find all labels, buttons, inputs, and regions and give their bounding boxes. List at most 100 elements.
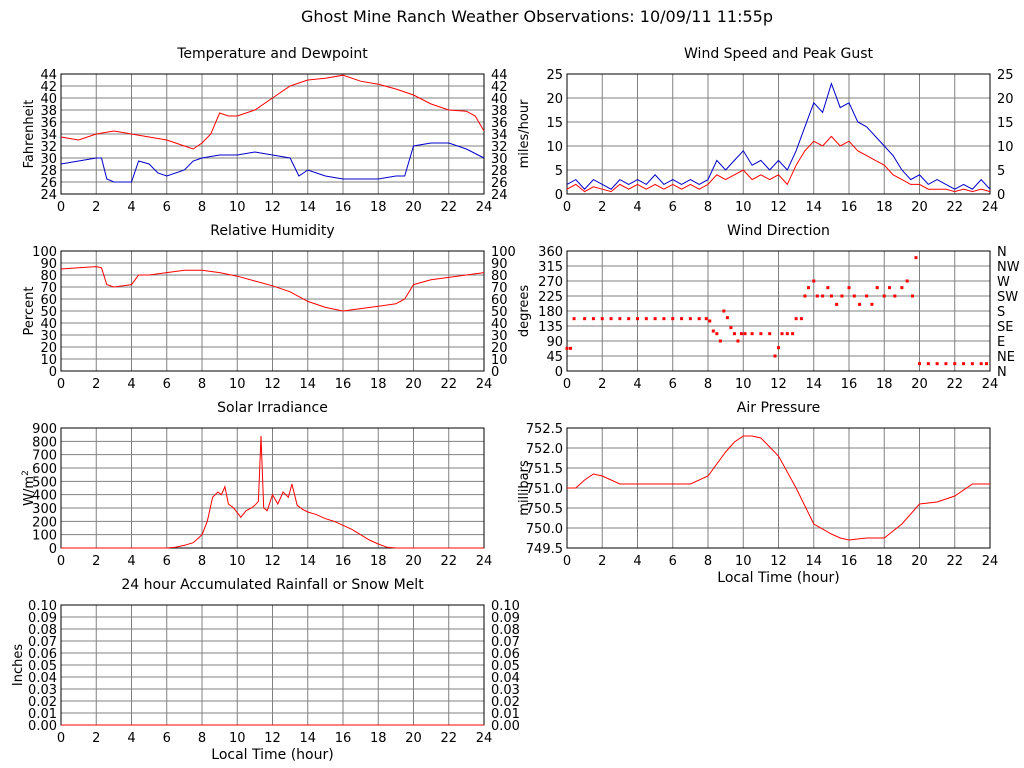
rain-xtick-label: 10 [229, 731, 246, 746]
winddir-point [777, 346, 780, 350]
rain-xtick-label: 18 [370, 731, 387, 746]
wind-xtick-label: 16 [841, 200, 858, 215]
winddir-ytick-label: 0 [555, 365, 563, 380]
winddir-ytick-label: 315 [538, 260, 563, 275]
rh-xtick-label: 24 [476, 377, 493, 392]
temp-right-tick-label: 40 [491, 92, 508, 107]
winddir-xtick-label: 12 [770, 377, 787, 392]
winddir-point [806, 286, 810, 290]
temp-right-tick-label: 26 [491, 176, 508, 191]
winddir-xtick-label: 8 [704, 377, 712, 392]
winddir-right-tick-label: E [997, 335, 1005, 350]
rh-ytick-label: 50 [40, 305, 57, 320]
pressure-xtick-label: 12 [770, 554, 787, 569]
wind-right-tick-label: 0 [997, 188, 1005, 203]
winddir-xtick-label: 22 [946, 377, 963, 392]
pressure-xtick-label: 0 [563, 554, 571, 569]
rain-xtick-label: 4 [127, 731, 135, 746]
pressure-xtick-label: 16 [841, 554, 858, 569]
winddir-point [835, 302, 839, 306]
winddir-point [953, 362, 957, 366]
pressure-series-0 [567, 435, 990, 541]
solar-ytick-label: 0 [49, 542, 57, 557]
pressure-ytick-label: 752.5 [526, 422, 563, 437]
winddir-xtick-label: 4 [633, 377, 641, 392]
rain-ytick-label: 0.01 [28, 707, 57, 722]
winddir-point [847, 286, 851, 290]
winddir-point [680, 317, 684, 321]
winddir-point [715, 332, 719, 336]
pressure-ytick-label: 752.0 [526, 442, 563, 457]
winddir-point [725, 316, 729, 320]
wind-xtick-label: 6 [669, 200, 677, 215]
rain-xtick-label: 0 [57, 731, 65, 746]
winddir-point [799, 317, 803, 321]
winddir-ytick-label: 270 [538, 275, 563, 290]
rain-ytick-label: 0.09 [28, 611, 57, 626]
pressure-ytick-label: 751.0 [526, 482, 563, 497]
pressure-xtick-label: 8 [704, 554, 712, 569]
rh-frame [60, 250, 485, 372]
wind-xtick-label: 24 [982, 200, 999, 215]
solar-xtick-label: 8 [198, 554, 206, 569]
rain-xtick-label: 12 [264, 731, 281, 746]
solar-xtick-label: 22 [440, 554, 457, 569]
temp-right-tick-label: 36 [491, 116, 508, 131]
solar-ylabel: W/m2 [21, 470, 37, 506]
winddir-right-tick-label: N [997, 245, 1007, 260]
winddir-point [858, 302, 862, 306]
winddir-right-tick-label: SW [997, 290, 1018, 305]
rain-title: 24 hour Accumulated Rainfall or Snow Mel… [121, 577, 424, 593]
winddir-xtick-label: 6 [669, 377, 677, 392]
winddir-point [962, 362, 966, 366]
wind-right-tick-label: 5 [997, 164, 1005, 179]
rain-xtick-label: 20 [405, 731, 422, 746]
rh-right-tick-label: 100 [491, 245, 516, 260]
rain-right-tick-label: 0.05 [491, 659, 520, 674]
temp-ytick-label: 24 [40, 188, 57, 203]
pressure-ytick-label: 750.5 [526, 502, 563, 517]
temp-xtick-label: 16 [335, 200, 352, 215]
solar-xtick-label: 12 [264, 554, 281, 569]
rain-right-tick-label: 0.00 [491, 719, 520, 734]
rain-xlabel: Local Time (hour) [211, 747, 333, 763]
temp-xtick-label: 0 [57, 200, 65, 215]
wind-ytick-label: 5 [555, 164, 563, 179]
pressure-xtick-label: 22 [946, 554, 963, 569]
wind-series-1 [566, 135, 991, 193]
winddir-point [935, 362, 939, 366]
rh-xtick-label: 22 [440, 377, 457, 392]
winddir-point [870, 302, 874, 306]
wind-xtick-label: 0 [563, 200, 571, 215]
wind-xtick-label: 4 [633, 200, 641, 215]
temp-right-tick-label: 34 [491, 128, 508, 143]
winddir-point [572, 317, 576, 321]
winddir-point [662, 317, 666, 321]
rh-xtick-label: 18 [370, 377, 387, 392]
winddir-point [984, 362, 988, 366]
rh-xtick-label: 0 [57, 377, 65, 392]
rain-xtick-label: 24 [476, 731, 493, 746]
rain-right-tick-label: 0.10 [491, 599, 520, 614]
temp-ytick-label: 36 [40, 116, 57, 131]
rain-ytick-label: 0.06 [28, 647, 57, 662]
rh-ytick-label: 90 [40, 257, 57, 272]
winddir-point [918, 362, 921, 366]
rain-xtick-label: 22 [440, 731, 457, 746]
winddir-ytick-label: 225 [538, 290, 563, 305]
pressure-xtick-label: 4 [633, 554, 641, 569]
rain-right-tick-label: 0.08 [491, 623, 520, 638]
temp-series-0 [60, 74, 485, 150]
winddir-xtick-label: 16 [841, 377, 858, 392]
winddir-ytick-label: 90 [546, 335, 563, 350]
winddir-xtick-label: 2 [598, 377, 606, 392]
pressure-xtick-label: 18 [876, 554, 893, 569]
winddir-point [591, 317, 595, 321]
solar-title: Solar Irradiance [217, 400, 328, 416]
wind-xtick-label: 12 [770, 200, 787, 215]
rh-title: Relative Humidity [210, 223, 334, 239]
winddir-right-tick-label: W [997, 275, 1010, 290]
winddir-point [600, 317, 604, 321]
solar-xtick-label: 4 [127, 554, 135, 569]
